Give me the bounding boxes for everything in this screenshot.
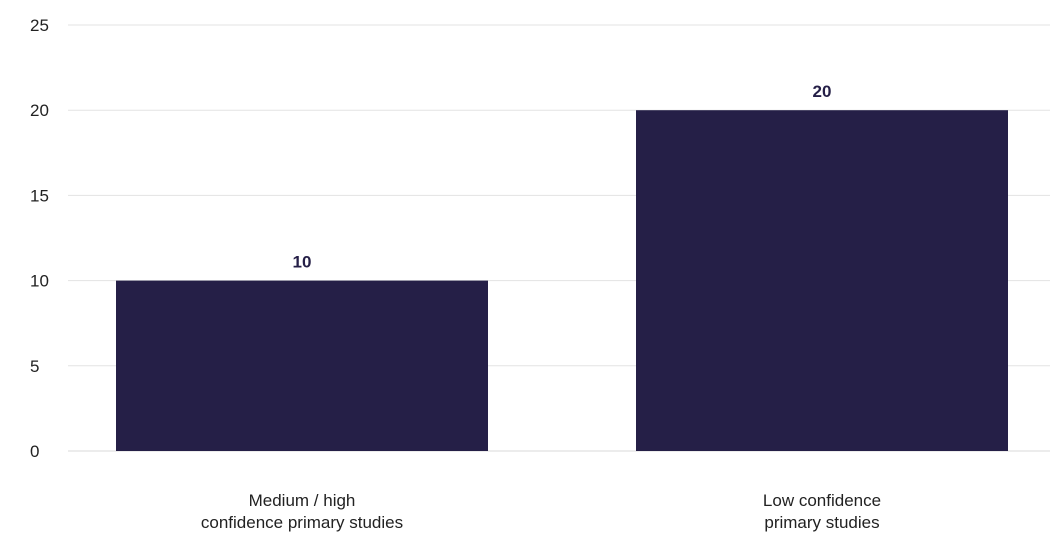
bar-value-label: 10 [293,253,312,272]
x-axis-category-labels: Medium / high confidence primary studies L… [201,491,881,532]
y-tick-label: 0 [30,442,39,461]
bars [116,110,1008,451]
y-tick-label: 20 [30,101,49,120]
x-category-label-line: primary studies [764,513,879,532]
y-tick-label: 25 [30,16,49,35]
x-category-label-line: confidence primary studies [201,513,403,532]
x-category-label-line: Medium / high [249,491,356,510]
y-tick-label: 10 [30,272,49,291]
y-tick-label: 5 [30,357,39,376]
y-tick-label: 15 [30,186,49,205]
data-labels: 10 20 [293,82,832,271]
y-axis-ticks: 0 5 10 15 20 25 [30,16,49,461]
bar [636,110,1008,451]
bar-value-label: 20 [813,82,832,101]
x-category-label-line: Low confidence [763,491,881,510]
bar [116,280,488,451]
